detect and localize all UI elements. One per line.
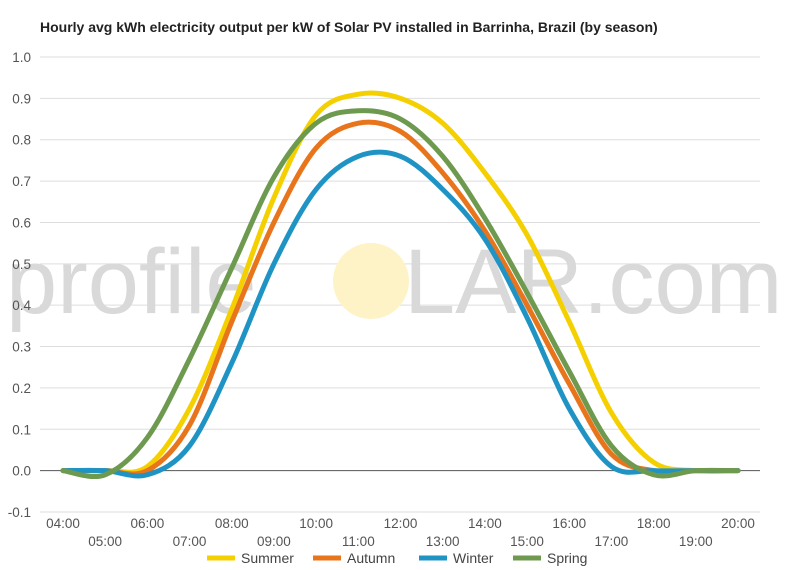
y-tick-label: 0.4 — [12, 298, 31, 313]
watermark: profile LAR.com — [6, 231, 782, 333]
x-tick-label: 15:00 — [510, 534, 544, 549]
legend-label-spring: Spring — [547, 550, 587, 566]
legend: Summer Autumn Winter Spring — [207, 550, 587, 566]
x-tick-label: 17:00 — [595, 534, 629, 549]
y-tick-label: 0.1 — [12, 422, 31, 437]
x-axis-ticks: 04:00 05:00 06:00 07:00 08:00 09:00 10:00 11:00… — [46, 516, 755, 549]
legend-label-autumn: Autumn — [347, 550, 395, 566]
legend-label-summer: Summer — [241, 550, 294, 566]
y-tick-label: 0.6 — [12, 215, 31, 230]
watermark-text-right: LAR.com — [404, 231, 782, 333]
x-tick-label: 04:00 — [46, 516, 80, 531]
series-line-spring — [60, 108, 741, 480]
chart-title: Hourly avg kWh electricity output per kW… — [40, 19, 658, 35]
y-tick-label: 0.5 — [12, 257, 31, 272]
y-tick-label: 0.9 — [12, 91, 31, 106]
x-tick-label: 16:00 — [552, 516, 586, 531]
x-tick-label: 05:00 — [88, 534, 122, 549]
x-tick-label: 06:00 — [130, 516, 164, 531]
x-tick-label: 20:00 — [721, 516, 755, 531]
y-tick-label: 1.0 — [12, 50, 31, 65]
series-line-autumn — [60, 119, 741, 477]
x-tick-label: 08:00 — [215, 516, 249, 531]
x-tick-label: 09:00 — [257, 534, 291, 549]
legend-label-winter: Winter — [453, 550, 494, 566]
x-tick-label: 07:00 — [173, 534, 207, 549]
y-tick-label: 0.8 — [12, 133, 31, 148]
watermark-text-left: profile — [6, 231, 257, 333]
series-lines — [60, 90, 741, 480]
x-tick-label: 11:00 — [342, 534, 375, 549]
x-tick-label: 13:00 — [426, 534, 460, 549]
y-tick-label: 0.0 — [12, 464, 31, 479]
y-tick-label: 0.7 — [12, 174, 31, 189]
x-tick-label: 19:00 — [679, 534, 713, 549]
x-tick-label: 12:00 — [384, 516, 418, 531]
y-tick-label: 0.2 — [12, 381, 31, 396]
series-line-winter — [60, 149, 741, 479]
watermark-sun — [333, 243, 409, 319]
y-tick-label: -0.1 — [8, 505, 31, 520]
x-tick-label: 10:00 — [299, 516, 333, 531]
x-tick-label: 18:00 — [637, 516, 671, 531]
x-tick-label: 14:00 — [468, 516, 502, 531]
y-axis-ticks: 1.0 0.9 0.8 0.7 0.6 0.5 0.4 0.3 0.2 0.1 0.0 -0.1 — [8, 50, 32, 520]
series-line-summer — [60, 90, 741, 475]
y-tick-label: 0.3 — [12, 340, 31, 355]
